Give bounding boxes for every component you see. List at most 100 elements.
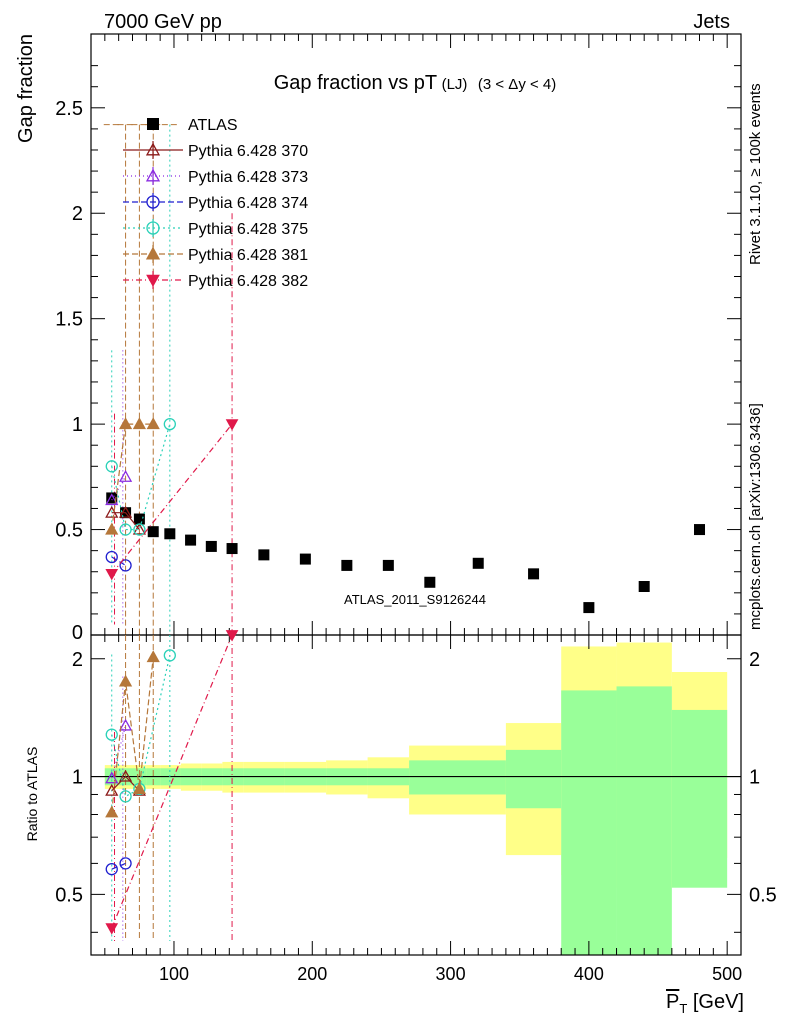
main-data-point <box>528 568 540 580</box>
main-data-point <box>105 568 119 581</box>
main-data-point <box>638 580 650 592</box>
ratio-series-line <box>111 634 233 929</box>
ratio-data-point <box>105 863 118 876</box>
main-data-point <box>106 492 118 504</box>
main-data-point <box>118 470 133 482</box>
x-tick-label: 300 <box>436 964 466 984</box>
chart-title-main: Gap fraction vs pT <box>274 72 437 94</box>
x-tick-label: 400 <box>574 964 604 984</box>
x-axis-label-t: T <box>679 1001 687 1016</box>
main-data-point <box>299 553 311 565</box>
main-data-point <box>205 540 217 552</box>
ratio-data-point <box>146 650 160 663</box>
main-data-point <box>225 419 239 431</box>
x-axis-label: PT [GeV] <box>666 991 744 1016</box>
main-data-point <box>147 526 159 538</box>
ratio-y-tick-label: 1 <box>72 767 83 789</box>
main-data-point <box>105 505 119 518</box>
legend-marker <box>146 274 160 288</box>
ratio-data-point <box>119 857 132 870</box>
header-jets-label: Jets <box>693 11 730 33</box>
legend-marker <box>147 118 159 130</box>
legend-marker <box>145 246 161 260</box>
main-data-point <box>105 522 119 535</box>
ratio-data-point <box>105 805 119 818</box>
ratio-data-point <box>225 630 239 642</box>
main-data-point <box>119 523 132 536</box>
legend-label: Pythia 6.428 382 <box>188 273 308 290</box>
x-tick-label: 200 <box>297 964 327 984</box>
ratio-y-tick-label: 0.5 <box>749 884 777 906</box>
chart-title-sub1: (LJ) <box>442 76 468 93</box>
main-data-point <box>105 550 118 564</box>
chart-title: Gap fraction vs pT (LJ) (3 < Δy < 4) <box>274 72 557 94</box>
ratio-data-point <box>105 923 119 935</box>
ratio-data-point <box>118 769 133 782</box>
ratio-y-tick-label: 0.5 <box>55 884 83 906</box>
main-data-point <box>164 528 176 540</box>
ratio-data-point <box>132 782 147 794</box>
ratio-band-inner <box>409 760 506 795</box>
main-series-line <box>111 423 154 530</box>
main-data-point <box>694 524 706 536</box>
y-tick-label: 2.5 <box>55 98 83 120</box>
ratio-series-line <box>111 657 154 813</box>
main-data-point <box>133 513 145 525</box>
y-tick-label: 1 <box>72 414 83 436</box>
ratio-y-tick-label: 2 <box>749 649 760 671</box>
ratio-data-point <box>105 728 118 741</box>
main-data-point <box>133 523 146 536</box>
legend: ATLAS Pythia 6.428 370 Pythia 6.428 373 Pyt… <box>123 117 308 290</box>
main-data-point <box>105 493 119 506</box>
main-data-point <box>163 417 176 431</box>
legend-marker <box>146 221 160 235</box>
side-mcplots-label: mcplots.cern.ch [arXiv:1306.3436] <box>747 403 764 630</box>
main-data-point <box>583 602 595 614</box>
legend-label: Pythia 6.428 373 <box>188 169 308 186</box>
main-data-point <box>472 557 484 569</box>
legend-marker <box>145 168 161 182</box>
ratio-frame <box>90 634 742 956</box>
y-tick-label: 1.5 <box>55 309 83 331</box>
ratio-band-inner <box>561 690 617 955</box>
main-data-point <box>424 576 436 588</box>
x-axis-label-p: P <box>666 991 679 1013</box>
main-series-line <box>111 476 127 501</box>
main-data-point <box>105 460 118 473</box>
main-data-point <box>132 417 147 430</box>
legend-label: Pythia 6.428 381 <box>188 247 308 264</box>
main-series-line <box>111 423 233 575</box>
ratio-band-inner <box>505 749 562 809</box>
y-tick-label: 0 <box>72 622 83 644</box>
chart-title-sub2: (3 < Δy < 4) <box>478 76 556 93</box>
ratio-band-inner <box>616 686 672 955</box>
ratio-data-point <box>118 674 133 687</box>
y-tick-label: 2 <box>72 203 83 225</box>
ratio-data-point <box>118 718 133 731</box>
main-y-axis-label: Gap fraction <box>15 34 37 143</box>
ratio-y-axis-label: Ratio to ATLAS <box>24 747 40 842</box>
header-energy-label: 7000 GeV pp <box>104 11 222 33</box>
main-data-point <box>146 417 160 430</box>
x-tick-label: 500 <box>712 964 742 984</box>
ratio-panel: 100 200 300 400 500 0.5 0.5 1 1 2 2 <box>55 34 777 984</box>
legend-label: ATLAS <box>188 117 238 134</box>
main-data-point <box>118 505 133 518</box>
main-data-point <box>226 543 238 555</box>
main-data-point <box>258 549 270 561</box>
ratio-series-line <box>111 655 171 798</box>
main-series-line <box>111 423 171 531</box>
ratio-data-point <box>119 790 132 803</box>
main-data-point <box>119 559 132 572</box>
main-series-line <box>111 556 126 566</box>
legend-marker <box>146 195 160 209</box>
side-rivet-label: Rivet 3.1.10, ≥ 100k events <box>747 83 764 265</box>
legend-label: Pythia 6.428 370 <box>188 143 308 160</box>
y-tick-label: 0.5 <box>55 520 83 542</box>
legend-label: Pythia 6.428 374 <box>188 195 308 212</box>
ratio-y-tick-label: 2 <box>72 649 83 671</box>
ratio-band-inner <box>671 709 728 888</box>
x-tick-label: 100 <box>159 964 189 984</box>
ratio-data-point <box>105 771 119 784</box>
